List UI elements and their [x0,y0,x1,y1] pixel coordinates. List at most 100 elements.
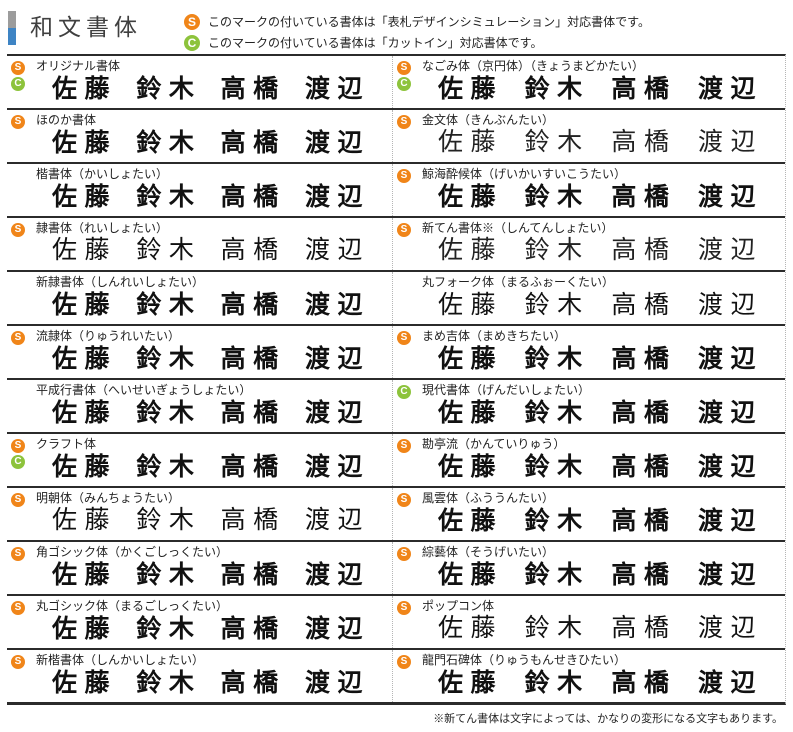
font-row: S C クラフト体 佐藤 鈴木 高橋 渡辺 S 勘亭流（かんていりゅう） 佐藤 鈴木 高橋 渡辺 [7,434,785,488]
font-sample-text: 佐藤 鈴木 高橋 渡辺 [422,289,771,320]
badge-column: S [11,493,25,507]
footnote: ※新てん書体は文字によっては、かなりの変形になる文字もあります。 [433,713,783,725]
sample-name: 渡辺 [304,182,370,211]
font-cell: 丸フォーク体（まるふぉーくたい） 佐藤 鈴木 高橋 渡辺 [392,272,785,324]
sample-name: 渡辺 [304,452,370,481]
sample-name: 鈴木 [136,561,202,589]
font-sample-text: 佐藤 鈴木 高橋 渡辺 [36,181,378,212]
font-row: 新隷書体（しんれいしょたい） 佐藤 鈴木 高橋 渡辺 丸フォーク体（まるふぉーくたい） 佐藤… [7,272,785,326]
font-sample-text: 佐藤 鈴木 高橋 渡辺 [422,667,771,698]
accent-bar-top [8,11,16,28]
font-sample-text: 佐藤 鈴木 高橋 渡辺 [36,505,378,536]
sample-name: 渡辺 [697,182,763,211]
font-cell: S 新てん書体※（しんてんしょたい） 佐藤 鈴木 高橋 渡辺 [392,218,785,270]
sample-name: 鈴木 [136,614,202,643]
badge-column: C [397,385,411,399]
simulation-badge-icon: S [11,331,25,345]
sample-name: 高橋 [611,506,677,535]
badge-column: S [397,115,411,129]
simulation-badge-icon: S [184,13,200,30]
font-cell: 楷書体（かいしょたい） 佐藤 鈴木 高橋 渡辺 [7,164,392,216]
sample-name: 佐藤 [52,507,118,534]
font-row: S ほのか書体 佐藤 鈴木 高橋 渡辺 S 金文体（きんぶんたい） 佐藤 鈴木 高橋 渡辺 [7,110,785,164]
font-cell-body: 明朝体（みんちょうたい） 佐藤 鈴木 高橋 渡辺 [7,488,392,536]
sample-name: 渡辺 [304,507,370,534]
font-name-label: 鯨海酔候体（げいかいすいこうたい） [422,167,627,181]
sample-name: 渡辺 [697,398,763,427]
sample-name: 渡辺 [697,129,763,156]
badge-column: S [397,331,411,345]
sample-name: 高橋 [220,344,286,373]
font-name-label: なごみ体（京円体）（きょうまどかたい） [422,59,645,73]
simulation-badge-icon: S [397,115,411,129]
font-sample-text: 佐藤 鈴木 高橋 渡辺 [422,559,771,590]
font-sample-text: 佐藤 鈴木 高橋 渡辺 [422,505,771,536]
font-cell: 平成行書体（へいせいぎょうしょたい） 佐藤 鈴木 高橋 渡辺 [7,380,392,432]
cutin-badge-icon: C [184,34,200,51]
font-cell-body: 風雲体（ふううんたい） 佐藤 鈴木 高橋 渡辺 [393,488,785,536]
font-name-label: 流隷体（りゅうれいたい） [36,329,181,343]
sample-name: 鈴木 [524,560,590,589]
sample-name: 高橋 [611,560,677,589]
sample-name: 佐藤 [438,506,504,535]
font-cell-body: クラフト体 佐藤 鈴木 高橋 渡辺 [7,434,392,482]
legend: S このマークの付いている書体は「表札デザインシミュレーション」対応書体です。 … [184,11,650,53]
sample-name: 渡辺 [304,128,370,157]
sample-name: 佐藤 [52,668,118,697]
font-cell: S ほのか書体 佐藤 鈴木 高橋 渡辺 [7,110,392,162]
font-sample-text: 佐藤 鈴木 高橋 渡辺 [422,343,771,374]
font-cell-body: ポップコン体 佐藤 鈴木 高橋 渡辺 [393,596,785,644]
sample-name: 渡辺 [304,74,370,103]
font-cell-body: 丸フォーク体（まるふぉーくたい） 佐藤 鈴木 高橋 渡辺 [393,272,785,320]
sample-name: 佐藤 [438,615,504,642]
simulation-badge-icon: S [11,115,25,129]
font-sample-text: 佐藤 鈴木 高橋 渡辺 [422,235,771,266]
sample-name: 高橋 [220,668,286,697]
sample-name: 渡辺 [304,344,370,373]
font-cell-body: 新てん書体※（しんてんしょたい） 佐藤 鈴木 高橋 渡辺 [393,218,785,266]
font-cell: S 風雲体（ふううんたい） 佐藤 鈴木 高橋 渡辺 [392,488,785,540]
badge-column: S [11,223,25,237]
font-name-label: 隷書体（れいしょたい） [36,221,169,235]
badge-column: S [397,655,411,669]
font-cell: S C なごみ体（京円体）（きょうまどかたい） 佐藤 鈴木 高橋 渡辺 [392,56,785,108]
sample-name: 渡辺 [697,344,763,373]
sample-name: 佐藤 [52,182,118,211]
sample-name: 佐藤 [438,344,504,373]
sample-name: 鈴木 [136,668,202,697]
sample-name: 渡辺 [697,506,763,535]
sample-name: 高橋 [611,290,677,319]
font-sample-text: 佐藤 鈴木 高橋 渡辺 [36,343,378,374]
cutin-badge-icon: C [397,77,411,91]
sample-name: 高橋 [220,290,286,319]
sample-name: 佐藤 [438,74,504,103]
sample-name: 鈴木 [136,344,202,373]
sample-name: 鈴木 [524,237,590,264]
font-name-label: 角ゴシック体（かくごしっくたい） [36,545,229,559]
font-row: S 流隷体（りゅうれいたい） 佐藤 鈴木 高橋 渡辺 S まめ吉体（まめきちたい） 佐藤 鈴木 高橋… [7,326,785,380]
simulation-badge-icon: S [11,655,25,669]
sample-name: 高橋 [220,452,286,481]
font-cell: S 明朝体（みんちょうたい） 佐藤 鈴木 高橋 渡辺 [7,488,392,540]
simulation-badge-icon: S [397,223,411,237]
sample-name: 渡辺 [304,561,370,589]
sample-name: 高橋 [220,74,286,103]
font-name-label: 金文体（きんぶんたい） [422,113,555,127]
font-cell-body: 新楷書体（しんかいしょたい） 佐藤 鈴木 高橋 渡辺 [7,650,392,698]
font-cell: S 勘亭流（かんていりゅう） 佐藤 鈴木 高橋 渡辺 [392,434,785,486]
sample-name: 渡辺 [304,398,370,427]
font-table: S C オリジナル書体 佐藤 鈴木 高橋 渡辺 S C なごみ体（京円体）（きょうまどかたい） 佐藤… [7,54,786,705]
sample-name: 鈴木 [136,290,202,319]
font-row: 平成行書体（へいせいぎょうしょたい） 佐藤 鈴木 高橋 渡辺 C 現代書体（げんだいしょたい… [7,380,785,434]
font-sample-text: 佐藤 鈴木 高橋 渡辺 [422,181,771,212]
font-name-label: 平成行書体（へいせいぎょうしょたい） [36,383,252,397]
sample-name: 高橋 [611,237,677,264]
font-cell: S 龍門石碑体（りゅうもんせきひたい） 佐藤 鈴木 高橋 渡辺 [392,650,785,702]
sample-name: 鈴木 [136,398,202,427]
sample-name: 渡辺 [697,560,763,589]
sample-name: 鈴木 [524,398,590,427]
font-sample-text: 佐藤 鈴木 高橋 渡辺 [36,667,378,698]
font-cell: S 流隷体（りゅうれいたい） 佐藤 鈴木 高橋 渡辺 [7,326,392,378]
legend-text-simulation: このマークの付いている書体は「表札デザインシミュレーション」対応書体です。 [208,15,650,29]
